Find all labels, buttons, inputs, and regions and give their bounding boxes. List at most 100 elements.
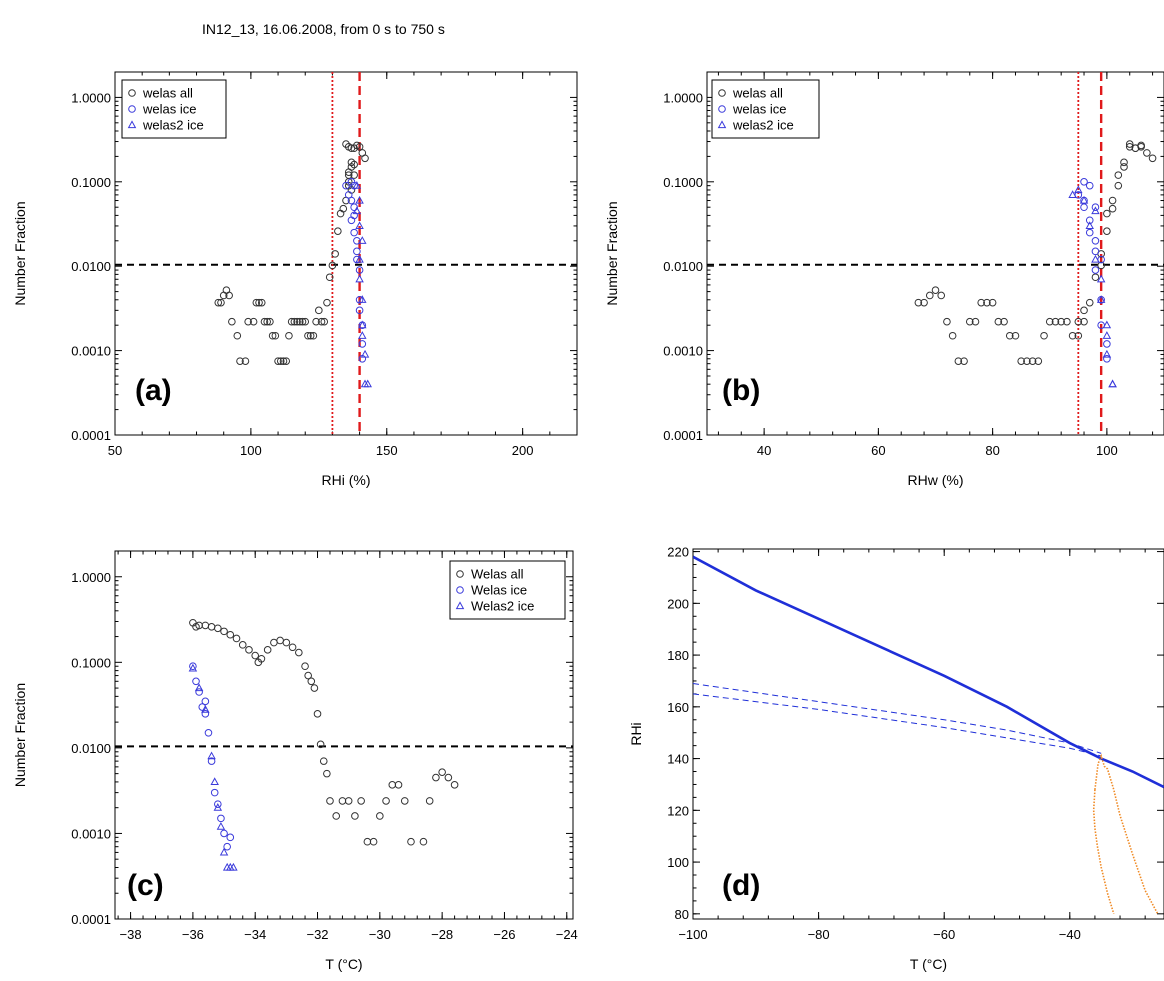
data-point (369, 837, 378, 846)
legend-marker (717, 120, 727, 129)
plot-frame (692, 548, 1164, 920)
data-point (1108, 196, 1117, 205)
data-point (1103, 209, 1111, 218)
y-axis-label: Number Fraction (12, 683, 28, 787)
data-point (298, 317, 307, 326)
data-point (287, 317, 296, 326)
y-tick-label: 100 (667, 855, 689, 870)
legend-marker (456, 570, 464, 578)
x-axis-label: T (°C) (910, 956, 947, 972)
data-point (1068, 190, 1077, 198)
data-point (407, 837, 415, 846)
data-point (304, 331, 312, 340)
legend-marker (128, 105, 136, 113)
panel-label: (a) (135, 374, 172, 407)
data-point (249, 317, 258, 326)
data-point (309, 331, 318, 340)
data-point (276, 636, 284, 645)
data-point (382, 797, 390, 805)
legend-label: welas ice (732, 102, 786, 117)
series-1 (189, 662, 235, 851)
data-point (1023, 357, 1031, 365)
data-point (1017, 357, 1025, 365)
data-point (1091, 203, 1100, 212)
data-point (450, 781, 459, 789)
data-point (229, 862, 238, 871)
data-point (255, 298, 263, 307)
data-point (363, 837, 372, 846)
series-1 (342, 178, 367, 363)
data-point (263, 646, 272, 654)
x-tick-label: 50 (108, 443, 122, 458)
x-tick-label: −24 (556, 927, 578, 942)
y-tick-label: 200 (667, 596, 689, 611)
data-point (228, 317, 236, 326)
y-tick-label: 0.0001 (71, 912, 111, 927)
data-point (328, 261, 337, 270)
y-tick-label: 220 (667, 545, 689, 560)
data-point (1051, 317, 1060, 326)
data-point (276, 357, 285, 365)
data-point (238, 641, 247, 649)
data-point (1085, 221, 1094, 230)
x-tick-label: −26 (493, 927, 515, 942)
x-tick-label: −28 (431, 927, 453, 942)
legend-marker (128, 89, 136, 97)
legend-label: Welas ice (471, 583, 527, 598)
data-point (1096, 295, 1106, 303)
data-point (394, 781, 403, 789)
data-point (323, 298, 331, 307)
x-tick-label: 80 (985, 443, 999, 458)
data-point (326, 797, 334, 805)
data-point (948, 331, 957, 340)
x-tick-label: −36 (182, 927, 204, 942)
y-tick-label: 140 (667, 752, 689, 767)
y-tick-label: 180 (667, 648, 689, 663)
data-point (301, 662, 309, 671)
data-point (1103, 340, 1111, 348)
legend-label: Welas2 ice (471, 599, 534, 614)
data-point (914, 298, 923, 307)
data-point (353, 255, 361, 264)
data-point (432, 773, 440, 782)
data-point (266, 317, 274, 326)
data-point (213, 803, 223, 811)
y-tick-label: 0.0100 (71, 741, 111, 756)
data-point (271, 331, 280, 340)
data-point (358, 236, 367, 244)
data-point (194, 683, 204, 692)
data-point (1120, 158, 1128, 167)
x-tick-label: −100 (678, 927, 707, 942)
panel-d: −100 −80 −60 −40 80 100 120 140 160 180 200 220 T (°… (628, 545, 1164, 972)
data-point (241, 357, 250, 365)
y-tick-label: 1.0000 (71, 570, 111, 585)
data-point (1080, 203, 1088, 212)
data-point (201, 710, 210, 718)
data-point (290, 317, 299, 326)
x-tick-label: 60 (871, 443, 885, 458)
y-tick-label: 1.0000 (71, 90, 111, 105)
figure-title: IN12_13, 16.06.2008, from 0 s to 750 s (202, 21, 445, 37)
y-axis-label: Number Fraction (12, 201, 28, 305)
data-point (358, 320, 367, 329)
series-line-2 (693, 693, 1102, 757)
data-point (1074, 185, 1083, 194)
data-point (344, 797, 353, 805)
series-2 (188, 663, 238, 871)
data-point (1074, 317, 1083, 326)
x-tick-label: 100 (240, 443, 262, 458)
legend-label: welas2 ice (732, 118, 794, 133)
data-point (1114, 171, 1123, 179)
data-point (1068, 331, 1077, 340)
data-point (226, 630, 235, 639)
plot-area (115, 618, 573, 871)
y-tick-label: 80 (675, 907, 689, 922)
series-0 (214, 140, 369, 365)
x-axis-label: RHi (%) (322, 472, 371, 488)
data-point (313, 710, 322, 718)
data-point (220, 627, 228, 636)
x-tick-label: −34 (244, 927, 266, 942)
series-line-4 (1092, 789, 1115, 915)
data-point (1085, 216, 1094, 225)
